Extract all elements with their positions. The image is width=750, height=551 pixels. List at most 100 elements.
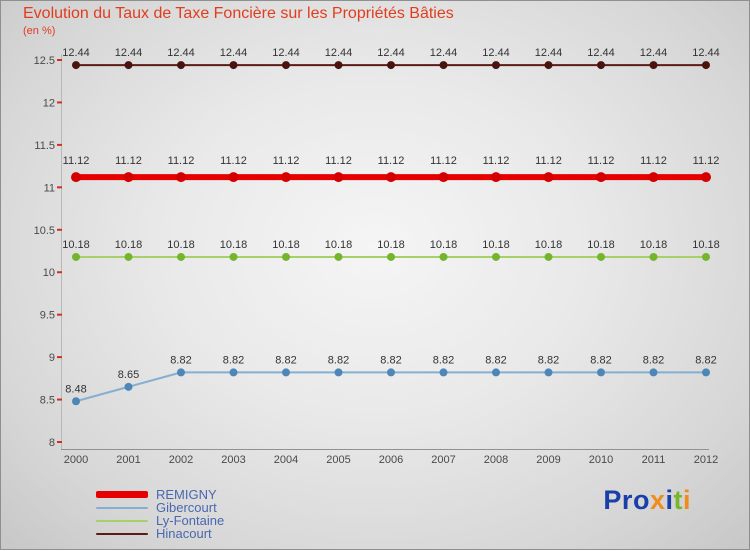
value-label-Ly-Fontaine: 10.18 — [430, 239, 458, 251]
x-tick-label: 2007 — [431, 454, 455, 466]
data-point-Ly-Fontaine — [72, 252, 80, 261]
x-tick-label: 2000 — [64, 454, 88, 466]
value-label-REMIGNY: 11.12 — [273, 155, 300, 167]
value-label-REMIGNY: 11.12 — [115, 155, 142, 167]
data-point-Ly-Fontaine — [597, 252, 605, 261]
legend-item-Ly-Fontaine: Ly-Fontaine — [96, 514, 224, 527]
data-point-Hinacourt — [649, 61, 658, 70]
data-point-REMIGNY — [333, 172, 344, 183]
chart-title: Evolution du Taux de Taxe Foncière sur l… — [23, 5, 454, 22]
value-label-Gibercourt: 8.82 — [538, 354, 559, 366]
x-tick-label: 2006 — [379, 454, 403, 466]
data-point-Ly-Fontaine — [649, 252, 658, 261]
value-label-REMIGNY: 11.12 — [63, 155, 90, 167]
x-tick-label: 2001 — [116, 454, 140, 466]
x-tick-label: 2008 — [484, 454, 508, 466]
value-label-REMIGNY: 11.12 — [535, 155, 562, 167]
data-point-REMIGNY — [71, 172, 81, 183]
proxiti-logo: Proxiti — [603, 485, 691, 516]
value-label-Gibercourt: 8.82 — [485, 354, 506, 366]
data-point-REMIGNY — [491, 172, 501, 183]
y-tick-label: 8 — [49, 437, 55, 449]
value-label-REMIGNY: 11.12 — [693, 155, 720, 167]
chart-header: Evolution du Taux de Taxe Foncière sur l… — [23, 5, 454, 37]
value-label-Gibercourt: 8.82 — [380, 354, 401, 366]
value-label-Ly-Fontaine: 10.18 — [587, 239, 615, 251]
data-point-Ly-Fontaine — [544, 252, 553, 261]
data-point-REMIGNY — [386, 172, 396, 183]
data-point-Hinacourt — [334, 61, 343, 70]
value-label-Ly-Fontaine: 10.18 — [62, 239, 90, 251]
data-point-Hinacourt — [72, 61, 80, 70]
logo-letter: P — [603, 485, 622, 515]
legend: REMIGNY Gibercourt Ly-Fontaine Hinacourt — [96, 488, 224, 540]
value-label-Gibercourt: 8.82 — [433, 354, 454, 366]
legend-label-Gibercourt: Gibercourt — [156, 500, 217, 515]
data-point-Ly-Fontaine — [124, 252, 133, 261]
data-point-Gibercourt — [282, 368, 290, 377]
legend-item-Hinacourt: Hinacourt — [96, 527, 224, 540]
data-point-Ly-Fontaine — [439, 252, 448, 261]
data-point-Gibercourt — [544, 368, 553, 377]
legend-swatch-Hinacourt — [96, 532, 148, 535]
value-label-REMIGNY: 11.12 — [168, 155, 195, 167]
data-point-Hinacourt — [177, 61, 185, 70]
legend-item-REMIGNY: REMIGNY — [96, 488, 224, 501]
legend-label-Ly-Fontaine: Ly-Fontaine — [156, 513, 225, 528]
data-point-Gibercourt — [649, 368, 658, 377]
data-point-Hinacourt — [702, 61, 710, 70]
value-label-Hinacourt: 12.44 — [692, 47, 720, 59]
logo-letter: x — [649, 485, 666, 515]
data-point-Hinacourt — [597, 61, 605, 70]
data-point-Hinacourt — [229, 61, 238, 70]
data-point-Gibercourt — [439, 368, 448, 377]
value-label-REMIGNY: 11.12 — [588, 155, 615, 167]
data-point-Gibercourt — [334, 368, 343, 377]
value-label-Ly-Fontaine: 10.18 — [692, 239, 720, 251]
y-tick-label: 12 — [43, 97, 55, 109]
legend-label-REMIGNY: REMIGNY — [156, 487, 217, 502]
data-point-Hinacourt — [544, 61, 553, 70]
data-point-REMIGNY — [228, 172, 239, 183]
value-label-Hinacourt: 12.44 — [167, 47, 195, 59]
y-tick-label: 9 — [49, 352, 55, 364]
data-point-Ly-Fontaine — [492, 252, 500, 261]
data-point-Gibercourt — [124, 382, 133, 391]
data-point-Hinacourt — [492, 61, 500, 70]
value-label-Ly-Fontaine: 10.18 — [377, 239, 405, 251]
value-label-Gibercourt: 8.82 — [170, 354, 191, 366]
value-label-Gibercourt: 8.82 — [223, 354, 244, 366]
y-tick-label: 12.5 — [34, 55, 55, 67]
value-label-Ly-Fontaine: 10.18 — [167, 239, 195, 251]
value-label-REMIGNY: 11.12 — [430, 155, 457, 167]
legend-item-Gibercourt: Gibercourt — [96, 501, 224, 514]
value-label-Hinacourt: 12.44 — [325, 47, 353, 59]
y-tick-label: 9.5 — [40, 310, 55, 322]
value-label-Ly-Fontaine: 10.18 — [220, 239, 248, 251]
y-tick-label: 10.5 — [34, 225, 55, 237]
chart-subtitle: (en %) — [23, 25, 56, 37]
value-label-Hinacourt: 12.44 — [377, 47, 405, 59]
data-point-Hinacourt — [387, 61, 395, 70]
value-label-REMIGNY: 11.12 — [325, 155, 352, 167]
value-label-Ly-Fontaine: 10.18 — [482, 239, 510, 251]
x-tick-label: 2003 — [221, 454, 245, 466]
data-point-Ly-Fontaine — [702, 252, 710, 261]
data-point-REMIGNY — [176, 172, 186, 183]
x-tick-label: 2002 — [169, 454, 193, 466]
value-label-Gibercourt: 8.82 — [695, 354, 716, 366]
data-point-Ly-Fontaine — [387, 252, 395, 261]
y-tick-label: 11 — [44, 182, 55, 194]
legend-swatch-REMIGNY — [96, 491, 148, 498]
data-point-Gibercourt — [597, 368, 605, 377]
legend-swatch-Ly-Fontaine — [96, 519, 148, 522]
data-point-Ly-Fontaine — [282, 252, 290, 261]
data-point-Hinacourt — [282, 61, 290, 70]
data-point-REMIGNY — [123, 172, 134, 183]
data-point-REMIGNY — [438, 172, 449, 183]
logo-letter: t — [673, 485, 683, 515]
data-point-REMIGNY — [281, 172, 291, 183]
value-label-Ly-Fontaine: 10.18 — [115, 239, 143, 251]
